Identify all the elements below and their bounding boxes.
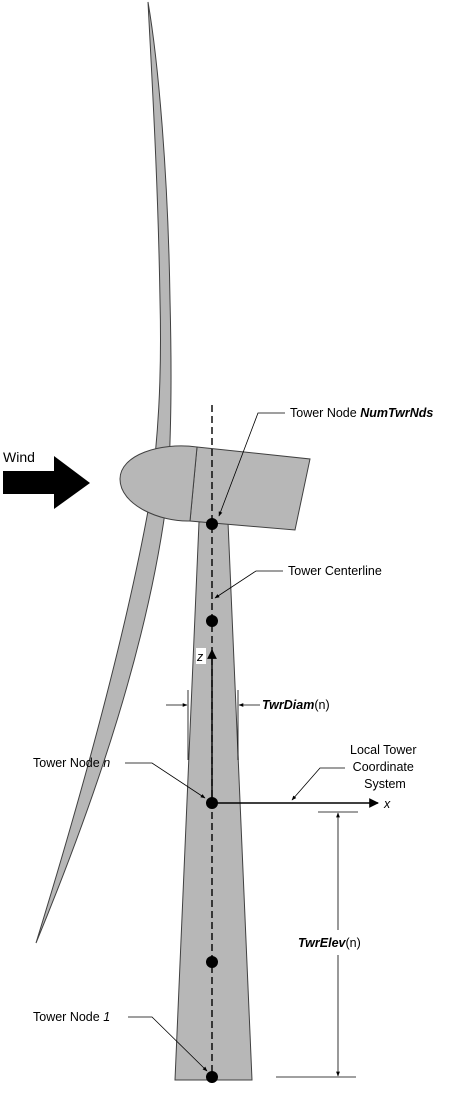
- tower-centerline-label: Tower Centerline: [288, 564, 382, 578]
- spinner-hub: [119, 445, 198, 522]
- tower-node-top-label: Tower Node NumTwrNds: [290, 406, 433, 420]
- tower-node-1-label: Tower Node 1: [33, 1010, 110, 1024]
- leader-line-node-1: [128, 1016, 208, 1072]
- tower-node-top: [206, 518, 218, 530]
- tower-node-n: [206, 797, 218, 809]
- leader-line-node-top: [218, 412, 285, 517]
- wind-arrow: [3, 456, 90, 509]
- leader-line-centerline: [214, 570, 283, 599]
- tower-node: [206, 956, 218, 968]
- nacelle: [189, 446, 311, 531]
- tower-diameter-label: TwrDiam(n): [262, 698, 330, 712]
- tower-node-n-label: Tower Node n: [33, 756, 110, 770]
- tower-node: [206, 615, 218, 627]
- local-coordinate-label: Local Tower Coordinate System: [350, 743, 420, 791]
- tower-node-1: [206, 1071, 218, 1083]
- tower-elevation-label: TwrElev(n): [298, 936, 361, 950]
- leader-line-local-coordinate: [291, 767, 345, 801]
- rotor-blade: [35, 1, 172, 944]
- leader-line-node-n: [125, 762, 206, 799]
- z-axis-label: z: [196, 650, 204, 664]
- wind-label: Wind: [3, 449, 35, 465]
- x-axis-label: x: [383, 797, 391, 811]
